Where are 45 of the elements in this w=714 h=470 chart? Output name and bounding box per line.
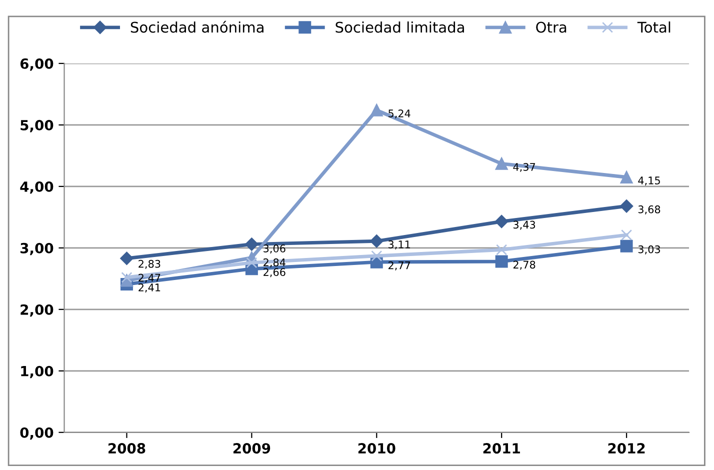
data-label: 3,03 bbox=[638, 245, 660, 254]
data-label: 2,66 bbox=[264, 268, 286, 278]
point bbox=[494, 214, 508, 228]
point bbox=[120, 252, 134, 265]
y-tick-label: 1,00 bbox=[21, 366, 54, 378]
point bbox=[496, 244, 508, 256]
legend-label: Otra bbox=[536, 22, 566, 33]
point bbox=[370, 234, 384, 248]
data-label: 3,11 bbox=[388, 240, 410, 250]
point bbox=[620, 229, 632, 241]
point bbox=[371, 250, 382, 262]
y-tick-label: 4,00 bbox=[20, 181, 54, 194]
data-label: 2,41 bbox=[138, 284, 160, 292]
y-tick-label: 3,00 bbox=[20, 242, 54, 256]
y-tick-label: 5,00 bbox=[20, 120, 54, 132]
point bbox=[620, 170, 633, 184]
data-label: 3,68 bbox=[638, 205, 660, 214]
x-tick-label: 2009 bbox=[233, 443, 270, 454]
legend-label: Sociedad anónima bbox=[130, 20, 264, 33]
data-label: 2,78 bbox=[513, 260, 536, 270]
y-tick-label: 0,00 bbox=[20, 427, 54, 440]
point bbox=[246, 257, 258, 268]
data-label: 2,83 bbox=[138, 260, 160, 269]
legend-label: Sociedad limitada bbox=[336, 21, 464, 33]
x-tick-label: 2008 bbox=[108, 443, 146, 454]
point bbox=[121, 272, 132, 283]
data-label: 3,43 bbox=[513, 220, 536, 230]
point bbox=[620, 240, 633, 252]
y-tick-label: 2,00 bbox=[20, 304, 54, 317]
legend-label: Total bbox=[637, 21, 670, 33]
data-label: 2,84 bbox=[264, 258, 286, 268]
data-label: 4,37 bbox=[513, 162, 535, 172]
point bbox=[495, 255, 508, 268]
data-label: 2,77 bbox=[388, 261, 410, 270]
x-tick-label: 2010 bbox=[358, 443, 396, 454]
point bbox=[245, 238, 258, 251]
data-label: 4,15 bbox=[638, 176, 660, 186]
x-tick-label: 2012 bbox=[608, 443, 645, 454]
point bbox=[495, 157, 508, 170]
point bbox=[620, 200, 634, 213]
y-tick-label: 6,00 bbox=[20, 58, 54, 71]
data-label: 5,24 bbox=[388, 109, 410, 118]
x-tick-label: 2011 bbox=[483, 443, 520, 454]
data-label: 3,06 bbox=[264, 244, 286, 254]
point bbox=[370, 104, 383, 116]
